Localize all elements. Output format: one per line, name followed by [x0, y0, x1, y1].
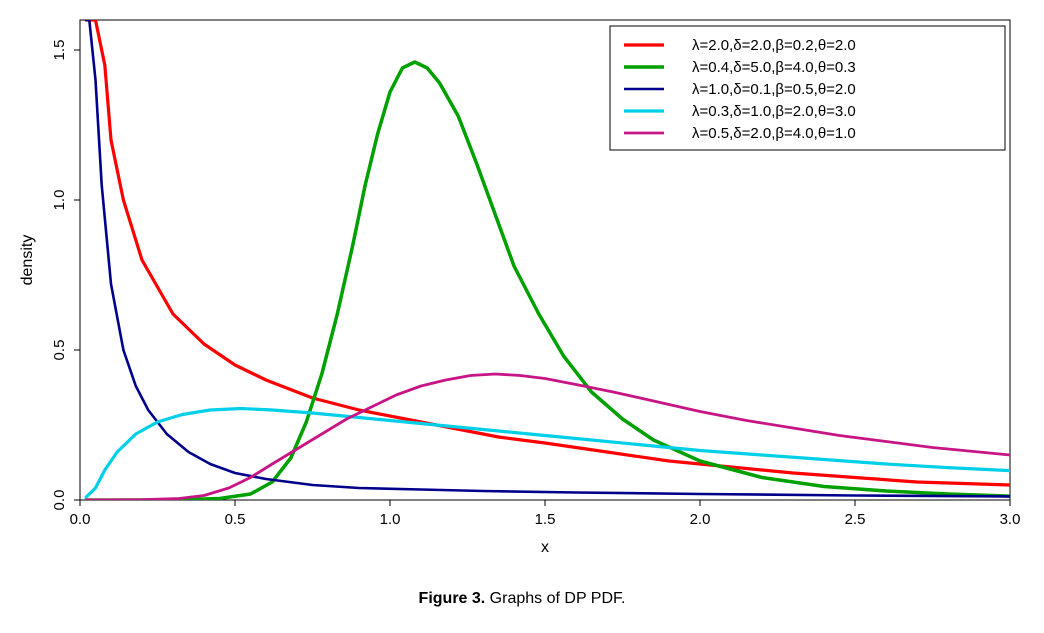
legend-label: λ=0.5,δ=2.0,β=4.0,θ=1.0 [692, 125, 856, 142]
y-tick-label: 0.0 [51, 490, 68, 511]
figure-caption: Figure 3. Graphs of DP PDF. [0, 590, 1044, 608]
x-tick-label: 2.0 [690, 511, 711, 528]
legend-label: λ=2.0,δ=2.0,β=0.2,θ=2.0 [692, 37, 856, 54]
y-tick-label: 1.0 [51, 190, 68, 211]
y-tick-label: 1.5 [51, 40, 68, 61]
legend-label: λ=0.4,δ=5.0,β=4.0,θ=0.3 [692, 59, 856, 76]
legend-label: λ=0.3,δ=1.0,β=2.0,θ=3.0 [692, 103, 856, 120]
caption-prefix: Figure 3. [419, 590, 486, 607]
caption-text: Graphs of DP PDF. [485, 590, 625, 607]
density-chart: 0.0 0.5 1.0 1.5 2.0 2.5 3.0 x 0.0 0.5 1.0 1.5 densit… [0, 0, 1044, 633]
x-axis-label: x [541, 539, 549, 556]
y-axis-label: density [19, 235, 36, 286]
x-tick-label: 0.0 [70, 511, 91, 528]
legend: λ=2.0,δ=2.0,β=0.2,θ=2.0 λ=0.4,δ=5.0,β=4.0… [610, 26, 1005, 150]
legend-label: λ=1.0,δ=0.1,β=0.5,θ=2.0 [692, 81, 856, 98]
x-tick-label: 3.0 [1000, 511, 1021, 528]
x-tick-label: 0.5 [225, 511, 246, 528]
y-tick-label: 0.5 [51, 340, 68, 361]
x-tick-label: 1.0 [380, 511, 401, 528]
x-tick-label: 1.5 [535, 511, 556, 528]
x-tick-label: 2.5 [845, 511, 866, 528]
